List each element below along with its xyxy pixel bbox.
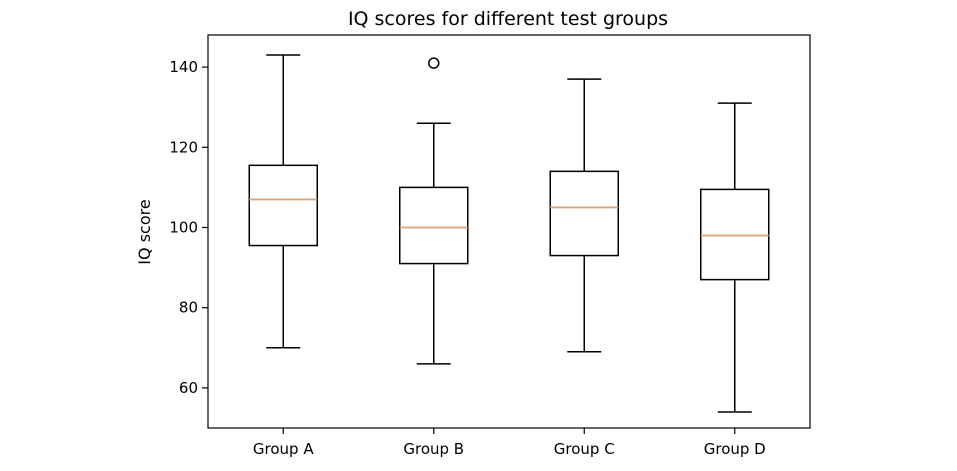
plot-frame [207,34,811,429]
box-group-a [248,164,318,247]
y-tick-label: 80 [179,299,198,317]
chart-title: IQ scores for different test groups [348,8,668,30]
x-tick-label-group-d: Group D [704,440,766,458]
plot-area: 60 80 100 120 140 Group A Group B Group C Group … [169,34,811,458]
y-axis-title: IQ score [135,199,154,264]
box-group-d [700,188,770,281]
y-tick-label: 100 [169,218,198,236]
x-tick-label-group-b: Group B [403,440,464,458]
x-tick-label-group-c: Group C [554,440,615,458]
y-tick-label: 120 [169,138,198,156]
box-group-c [549,170,619,257]
outlier-point-group-b [428,57,440,69]
y-tick-label: 60 [179,379,198,397]
y-tick-label: 140 [169,58,198,76]
x-tick-label-group-a: Group A [253,440,314,458]
box-group-b [399,186,469,265]
